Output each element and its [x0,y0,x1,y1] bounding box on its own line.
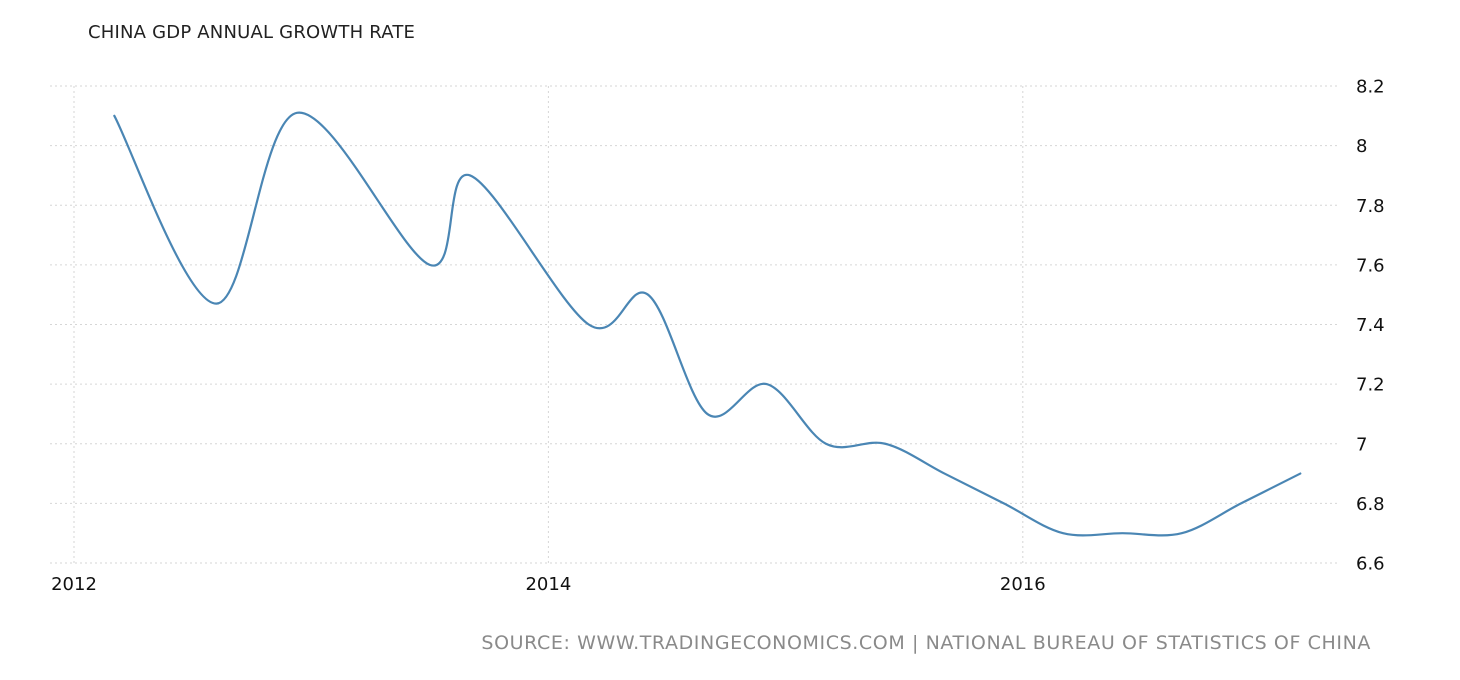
y-tick-label: 7.4 [1356,315,1385,336]
y-tick-label: 7.2 [1356,375,1385,396]
y-tick-label: 7.6 [1356,255,1385,276]
y-tick-label: 8.2 [1356,77,1385,98]
y-tick-label: 8 [1356,136,1367,157]
y-tick-label: 7 [1356,434,1367,455]
source-attribution: SOURCE: WWW.TRADINGECONOMICS.COM | NATIO… [481,632,1371,654]
y-tick-label: 6.8 [1356,494,1385,515]
horizontal-gridlines [50,85,1340,564]
series-group [113,111,1302,537]
y-tick-label: 6.6 [1356,554,1385,575]
x-tick-label: 2014 [525,574,571,595]
x-tick-label: 2012 [51,574,97,595]
chart-title: CHINA GDP ANNUAL GROWTH RATE [88,22,416,43]
x-tick-label: 2016 [1000,574,1046,595]
gdp-growth-line [113,111,1302,537]
x-axis-tick-labels: 2012 2014 2016 [51,574,1046,595]
y-axis-tick-labels: 6.6 6.8 7 7.2 7.4 7.6 7.8 8 8.2 [1356,77,1385,575]
y-tick-label: 7.8 [1356,196,1385,217]
